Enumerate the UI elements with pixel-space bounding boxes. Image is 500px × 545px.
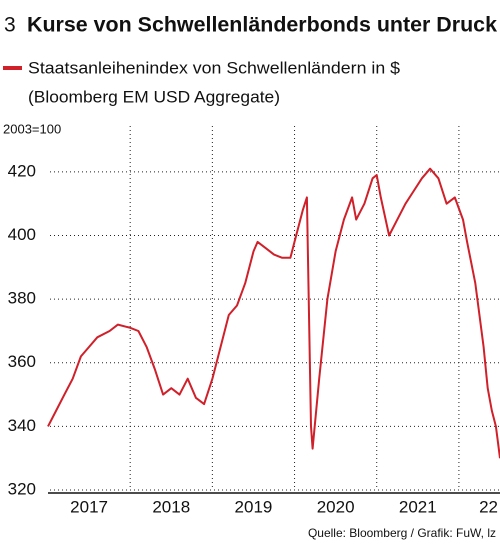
chart-subtitle: (Bloomberg EM USD Aggregate)	[28, 87, 280, 106]
x-tick-label: 2017	[70, 497, 108, 516]
x-tick-label: 2020	[317, 497, 355, 516]
y-tick-label: 340	[8, 416, 36, 435]
chart-title: Kurse von Schwellenländerbonds unter Dru…	[27, 14, 497, 37]
x-tick-label: 2019	[235, 497, 273, 516]
source: Quelle: Bloomberg / Grafik: FuW, lz	[308, 526, 496, 540]
x-tick-label: 2021	[399, 497, 437, 516]
y-tick-label: 380	[8, 289, 36, 308]
y-tick-label: 420	[8, 161, 36, 180]
chart-number: 3	[4, 14, 16, 37]
y-tick-label: 400	[8, 225, 36, 244]
x-tick-label: 22	[479, 497, 498, 516]
y-tick-label: 320	[8, 479, 36, 498]
y-tick-label: 360	[8, 352, 36, 371]
data-line	[47, 167, 500, 459]
legend-label: Staatsanleihenindex von Schwellenländern…	[28, 58, 401, 77]
y-axis-label: 2003=100	[3, 121, 61, 136]
x-tick-label: 2018	[152, 497, 190, 516]
